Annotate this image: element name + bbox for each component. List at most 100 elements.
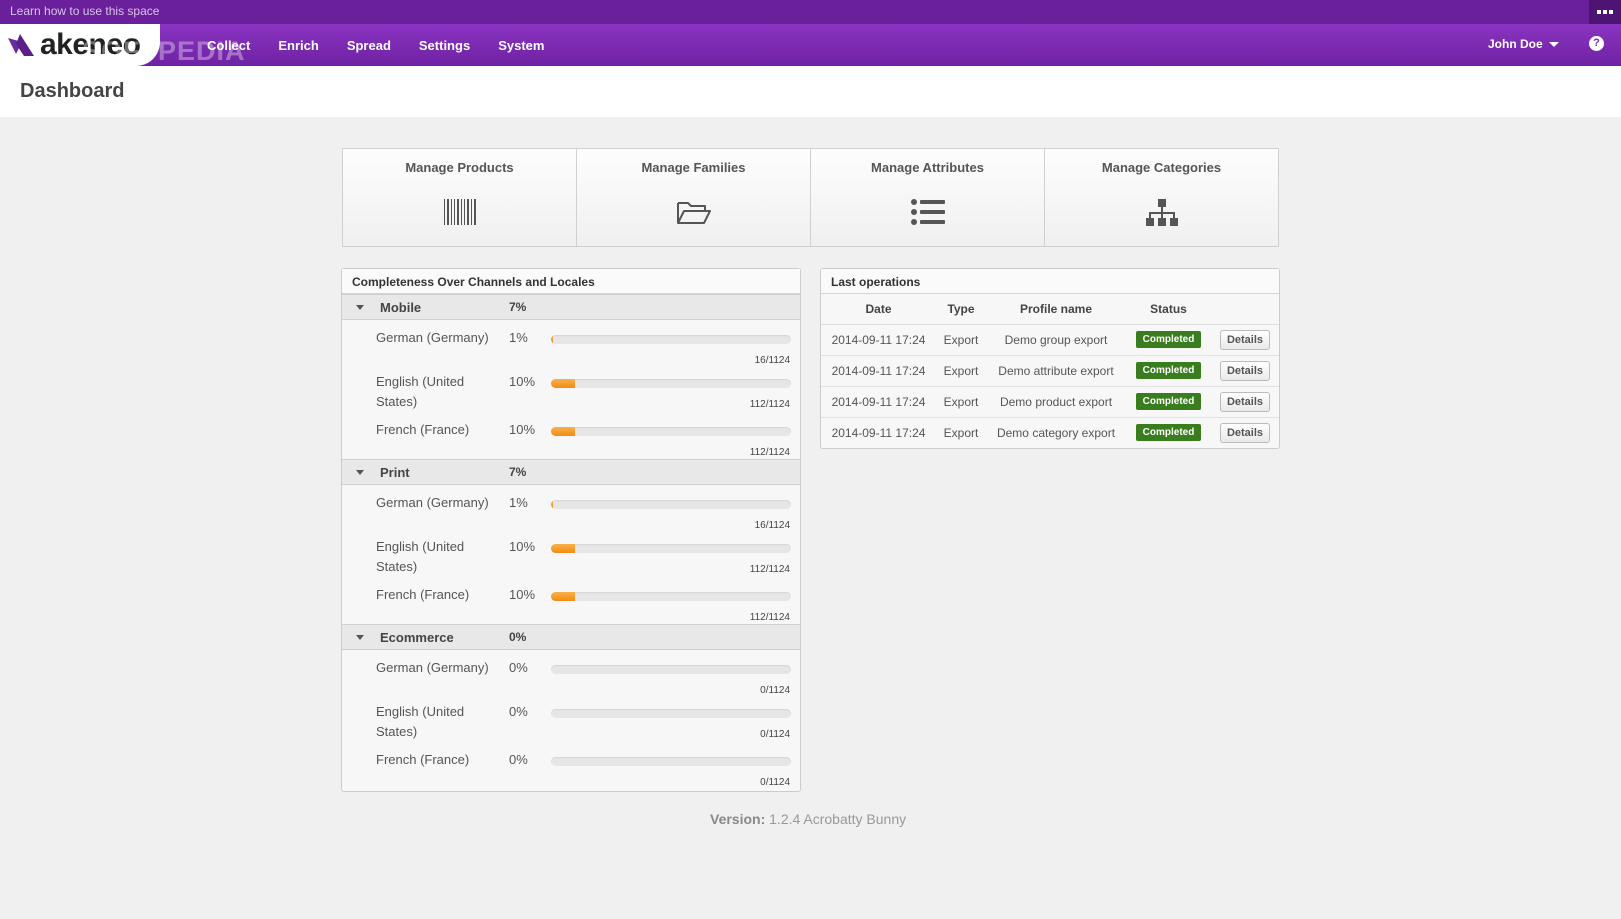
op-type: Export <box>943 425 979 440</box>
locale-percent: 0% <box>509 704 528 719</box>
op-profile-name: Demo group export <box>986 324 1126 356</box>
locale-name: French (France) <box>376 587 470 602</box>
op-actions-cell: Details <box>1211 355 1279 387</box>
shortcut-tiles: Manage Products Manage Families Manage A… <box>342 148 1279 247</box>
progress-bar <box>551 500 791 509</box>
tile-label: Manage Products <box>405 160 514 175</box>
locale-percent: 0% <box>509 660 528 675</box>
last-operations-title: Last operations <box>821 269 1279 294</box>
list-icon <box>910 199 945 225</box>
op-actions-cell: Details <box>1211 324 1279 356</box>
progress-fill <box>551 544 575 553</box>
completeness-panel: Completeness Over Channels and Locales M… <box>341 268 801 792</box>
op-status-cell: Completed <box>1126 324 1211 356</box>
locale-name: German (Germany) <box>376 330 489 345</box>
progress-bar <box>551 427 791 436</box>
channel-name: Ecommerce <box>380 630 454 645</box>
tile-manage-products[interactable]: Manage Products <box>343 149 577 246</box>
locale-row: German (Germany) 1% 16/1124 <box>342 328 800 368</box>
collapse-triangle-icon <box>356 635 364 640</box>
locale-row: German (Germany) 0% 0/1124 <box>342 658 800 698</box>
progress-fill <box>551 500 554 509</box>
nav-menu: Collect Enrich Spread Settings System <box>207 24 572 66</box>
tile-label: Manage Families <box>641 160 746 175</box>
table-row: 2014-09-11 17:24 Export Demo product expor… <box>821 386 1279 418</box>
locale-row: English (United States) 0% 0/1124 <box>342 702 800 742</box>
nav-item-enrich[interactable]: Enrich <box>278 37 319 53</box>
locale-ratio: 16/1124 <box>754 520 790 531</box>
last-operations-panel: Last operations Date Type Profile name S… <box>820 268 1280 449</box>
channel-row-ecommerce[interactable]: Ecommerce 0% <box>342 624 800 650</box>
op-actions-cell: Details <box>1211 417 1279 448</box>
status-badge: Completed <box>1135 393 1202 410</box>
progress-bar <box>551 335 791 344</box>
channel-name: Mobile <box>380 300 422 315</box>
locale-name: English (United States) <box>376 704 465 739</box>
folder-open-icon <box>676 202 711 224</box>
tile-manage-families[interactable]: Manage Families <box>577 149 811 246</box>
operations-rows: 2014-09-11 17:24 Export Demo group export C… <box>821 324 1279 448</box>
col-type: Type <box>936 294 986 325</box>
version-info: Version: 1.2.4 Acrobatty Bunny <box>710 811 906 827</box>
locale-row: French (France) 10% 112/1124 <box>342 420 800 460</box>
locale-percent: 1% <box>509 330 528 345</box>
details-button[interactable]: Details <box>1219 360 1271 381</box>
col-actions <box>1211 294 1279 325</box>
locale-ratio: 112/1124 <box>749 447 790 458</box>
channel-percent: 7% <box>509 300 527 314</box>
more-menu-icon[interactable] <box>1589 0 1621 24</box>
channel-percent: 7% <box>509 465 527 479</box>
help-icon[interactable]: ? <box>1589 36 1604 51</box>
akeneo-logo[interactable]: akeneo <box>0 24 160 66</box>
caret-down-icon <box>1548 41 1559 47</box>
locale-name: English (United States) <box>376 539 465 574</box>
locale-ratio: 112/1124 <box>749 399 790 410</box>
details-button[interactable]: Details <box>1219 329 1271 350</box>
user-name: John Doe <box>1488 37 1543 51</box>
status-badge: Completed <box>1135 331 1202 348</box>
tile-manage-attributes[interactable]: Manage Attributes <box>811 149 1045 246</box>
tile-label: Manage Categories <box>1101 160 1222 175</box>
locale-percent: 10% <box>509 539 536 554</box>
locale-ratio: 0/1124 <box>760 777 790 788</box>
learn-link[interactable]: Learn how to use this space <box>10 4 160 18</box>
user-menu[interactable]: John Doe <box>1488 37 1559 51</box>
version-value: 1.2.4 Acrobatty Bunny <box>769 811 907 827</box>
details-button[interactable]: Details <box>1219 422 1271 443</box>
op-type: Export <box>936 355 986 387</box>
nav-item-collect[interactable]: Collect <box>207 37 251 53</box>
progress-bar <box>551 757 791 766</box>
tile-manage-categories[interactable]: Manage Categories <box>1045 149 1278 246</box>
locale-ratio: 16/1124 <box>754 355 790 366</box>
op-profile-name: Demo attribute export <box>986 355 1126 387</box>
op-type: Export <box>936 386 986 418</box>
locale-ratio: 112/1124 <box>749 564 790 575</box>
op-date: 2014-09-11 17:24 <box>821 355 936 387</box>
col-status: Status <box>1126 294 1211 325</box>
nav-item-settings[interactable]: Settings <box>418 37 471 53</box>
channel-row-mobile[interactable]: Mobile 7% <box>342 294 800 320</box>
barcode-icon <box>443 199 476 225</box>
op-actions-cell: Details <box>1211 386 1279 418</box>
details-button[interactable]: Details <box>1219 391 1271 412</box>
locale-name: French (France) <box>376 752 470 767</box>
sitemap-icon <box>1145 199 1178 226</box>
channel-row-print[interactable]: Print 7% <box>342 459 800 485</box>
main-navbar: akeneo Collect Enrich Spread Settings Sy… <box>0 24 1621 66</box>
locale-name: German (Germany) <box>376 495 489 510</box>
locale-row: French (France) 0% 0/1124 <box>342 750 800 790</box>
op-profile-name: Demo category export <box>996 425 1116 440</box>
nav-item-system[interactable]: System <box>498 37 545 53</box>
op-status-cell: Completed <box>1126 417 1211 448</box>
locale-name: French (France) <box>376 422 470 437</box>
progress-bar <box>551 592 791 601</box>
locale-percent: 10% <box>509 587 536 602</box>
nav-item-spread[interactable]: Spread <box>346 37 391 53</box>
channel-percent: 0% <box>509 630 527 644</box>
collapse-triangle-icon <box>356 470 364 475</box>
completeness-title: Completeness Over Channels and Locales <box>342 269 800 294</box>
progress-fill <box>551 335 554 344</box>
page-header: Dashboard <box>0 66 1621 117</box>
progress-bar <box>551 665 791 674</box>
akeneo-logo-icon <box>8 34 34 56</box>
